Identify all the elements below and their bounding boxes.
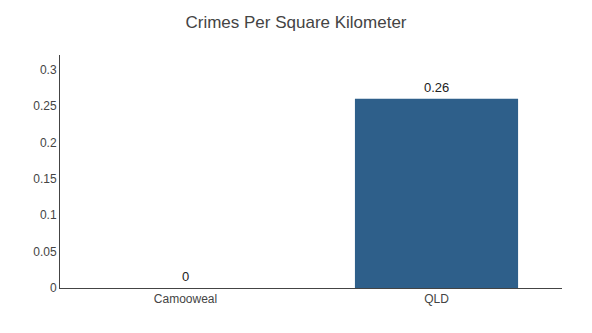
svg-text:0.3: 0.3 xyxy=(40,63,57,77)
svg-text:0.05: 0.05 xyxy=(33,245,57,259)
svg-text:0.15: 0.15 xyxy=(33,172,57,186)
svg-text:0.26: 0.26 xyxy=(424,80,449,95)
svg-text:QLD: QLD xyxy=(424,292,449,306)
svg-text:0.25: 0.25 xyxy=(33,99,57,113)
svg-text:Camooweal: Camooweal xyxy=(154,292,217,306)
svg-text:0: 0 xyxy=(182,269,189,284)
svg-text:0.1: 0.1 xyxy=(40,208,57,222)
svg-text:0.2: 0.2 xyxy=(40,136,57,150)
svg-text:0: 0 xyxy=(50,281,57,295)
svg-text:Crimes Per Square Kilometer: Crimes Per Square Kilometer xyxy=(185,13,406,32)
